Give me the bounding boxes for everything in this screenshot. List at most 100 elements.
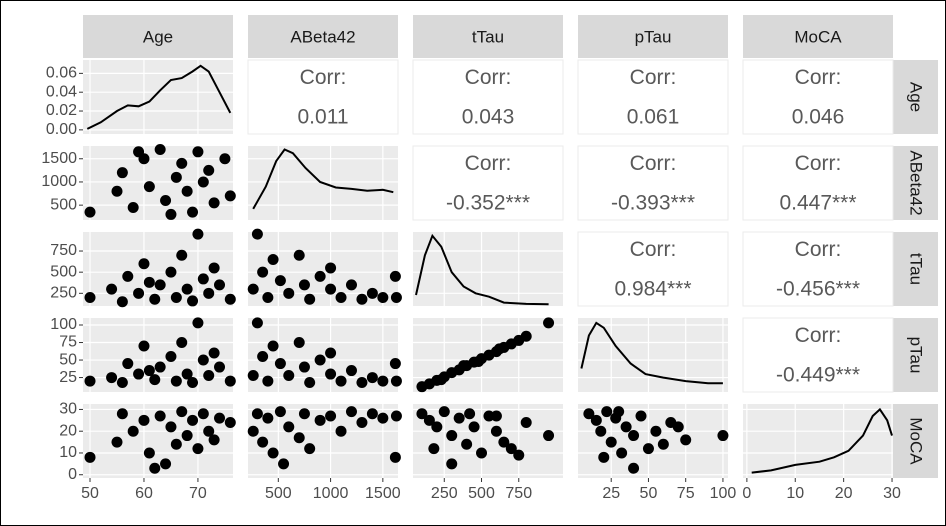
corr-value: 0.011 (298, 105, 349, 128)
scatter-point (473, 355, 485, 367)
y-tick-label: 100 (50, 316, 77, 333)
scatter-point (298, 361, 310, 373)
density-line (86, 64, 232, 130)
scatter-point (325, 410, 337, 422)
scatter-point (170, 292, 182, 304)
scatter-point (122, 358, 134, 370)
corr-value: 0.043 (462, 105, 515, 128)
scatter-point (149, 374, 161, 386)
scatter-point (717, 430, 729, 442)
scatter-point (192, 146, 204, 158)
x-tick-label: 100 (710, 485, 737, 502)
density-line (751, 407, 893, 474)
x-tick-label: 10 (786, 485, 804, 502)
scatter-point (122, 270, 134, 282)
y-tick-label: 500 (50, 263, 77, 280)
scatter-point (616, 447, 628, 459)
corr-value: -0.456*** (776, 277, 860, 300)
scatter-point (298, 408, 310, 420)
column-strip-label: Age (143, 27, 173, 46)
scatter-point (170, 171, 182, 183)
scatter-point (283, 369, 295, 381)
scatter-point (214, 361, 226, 373)
density-line (415, 233, 549, 306)
y-tick-label: 0.06 (46, 65, 77, 82)
scatter-point (262, 375, 274, 387)
corr-panel (577, 59, 729, 135)
scatter-point (283, 287, 295, 299)
scatter-point (197, 176, 209, 188)
panel-background (578, 318, 728, 392)
scatter-point (133, 287, 145, 299)
scatter-point (160, 458, 172, 470)
corr-panel (742, 145, 894, 221)
y-tick-label: 1500 (41, 150, 77, 167)
x-tick-label: 250 (431, 485, 458, 502)
scatter-point (628, 462, 640, 474)
scatter-point (187, 295, 199, 307)
y-tick-label: 10 (59, 444, 77, 461)
y-tick-label: 25 (59, 369, 77, 386)
scatter-point (138, 340, 150, 352)
scatter-point (389, 270, 401, 282)
row-strip-label: Age (907, 82, 926, 112)
row-strip-label: pTau (907, 337, 926, 374)
scatter-point (672, 421, 684, 433)
scatter-point (543, 430, 555, 442)
scatter-point (208, 197, 220, 209)
scatter-point (127, 425, 139, 437)
column-strip (413, 15, 563, 58)
scatter-point (138, 258, 150, 270)
scatter-point (154, 143, 166, 155)
scatter-point (657, 438, 669, 450)
scatter-point (595, 425, 607, 437)
x-tick-label: 75 (677, 485, 695, 502)
column-strip-label: tTau (472, 27, 504, 46)
scatter-point (590, 414, 602, 426)
corr-panel (742, 317, 894, 393)
corr-value: 0.447*** (779, 191, 856, 214)
scatter-point (224, 375, 236, 387)
column-strip (83, 15, 233, 58)
corr-panel (577, 145, 729, 221)
scatter-point (208, 262, 220, 274)
scatter-point (197, 354, 209, 366)
scatter-point (613, 406, 625, 418)
scatter-point (366, 408, 378, 420)
scatter-point (106, 372, 118, 384)
scatter-point (116, 167, 128, 179)
scatter-point (187, 414, 199, 426)
scatter-point (176, 157, 188, 169)
scatter-point (520, 330, 532, 342)
x-tick-label: 50 (81, 485, 99, 502)
scatter-point (84, 292, 96, 304)
scatter-point (181, 185, 193, 197)
row-strip (893, 146, 938, 220)
scatter-point (257, 351, 269, 363)
scatter-point (187, 206, 199, 218)
scatter-point (498, 436, 510, 448)
scatter-point (192, 317, 204, 329)
scatter-point (468, 421, 480, 433)
scatter-point (461, 438, 473, 450)
scatter-point (416, 408, 428, 420)
scatter-point (84, 375, 96, 387)
corr-label: Corr: (630, 152, 677, 175)
scatter-point (262, 292, 274, 304)
scatter-point (154, 279, 166, 291)
scatter-point (251, 408, 263, 420)
scatter-point (325, 262, 337, 274)
scatter-point (513, 449, 525, 461)
scatter-point (203, 287, 215, 299)
corr-panel (577, 231, 729, 307)
corr-value: 0.984*** (614, 277, 691, 300)
scatter-point (520, 417, 532, 428)
corr-label: Corr: (465, 152, 512, 175)
scatter-point (176, 337, 188, 349)
scatter-point (283, 421, 295, 433)
corr-label: Corr: (630, 66, 677, 89)
scatter-point (267, 340, 279, 352)
scatter-point (214, 412, 226, 424)
scatter-point (390, 292, 402, 304)
